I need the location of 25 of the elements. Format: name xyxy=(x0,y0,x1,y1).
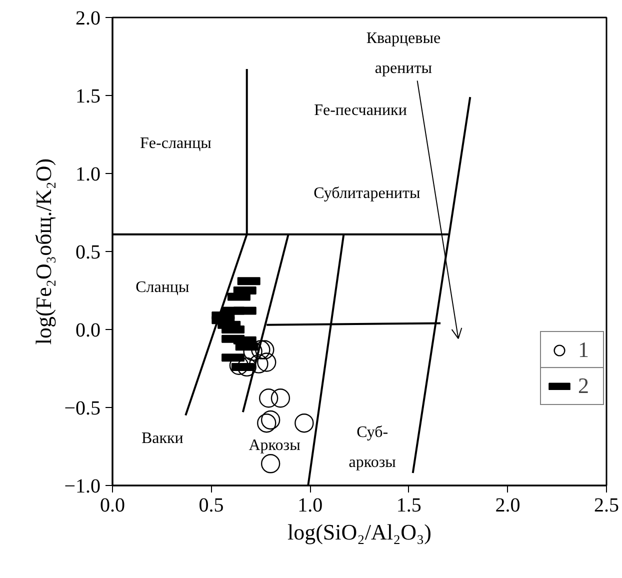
annotation: Вакки xyxy=(141,430,184,448)
y-tick-label: 0.5 xyxy=(76,242,100,264)
annotation: Суб- аркозы xyxy=(348,424,396,471)
x-axis-title: log(SiO₂/Al₂O₃) xyxy=(287,520,432,544)
x-tick-label: 1.0 xyxy=(298,494,323,516)
x-tick-label: 2.5 xyxy=(594,494,619,516)
x-tick-label: 1.5 xyxy=(396,494,422,516)
x-tick-label: 2.0 xyxy=(495,494,520,516)
x-tick-label: 0.5 xyxy=(198,494,224,516)
y-tick-label: 2.0 xyxy=(76,8,100,30)
legend-label: 1 xyxy=(578,337,590,363)
annotation: Fe-песчаники xyxy=(314,102,408,120)
annotation: Аркозы xyxy=(248,437,301,454)
y-tick-label: 0.0 xyxy=(76,320,100,342)
annotation: Сланцы xyxy=(136,279,190,296)
annotation: Сублитарениты xyxy=(314,184,420,202)
annotation: Fe-сланцы xyxy=(140,134,212,152)
y-tick-label: −0.5 xyxy=(64,398,100,420)
y-tick-label: −1.0 xyxy=(64,476,100,498)
annotation: Кварцевые арениты xyxy=(366,30,441,77)
legend-label: 2 xyxy=(578,373,590,399)
y-axis-title: log(Fe₂O₃общ./K₂O) xyxy=(31,158,56,345)
y-tick-label: 1.0 xyxy=(76,164,100,186)
x-tick-label: 0.0 xyxy=(100,494,125,516)
y-tick-label: 1.5 xyxy=(76,86,100,108)
